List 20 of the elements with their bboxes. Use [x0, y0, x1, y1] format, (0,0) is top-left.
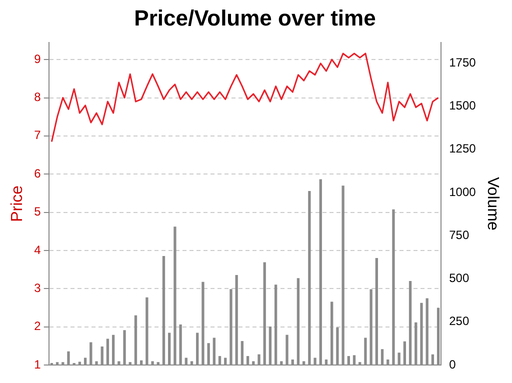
y-tick-label: 3 — [34, 280, 42, 295]
y-tick-label: 1 — [34, 357, 42, 372]
y-axis-title: Price — [9, 185, 26, 222]
y2-tick-label: 500 — [449, 271, 470, 286]
y2-tick-label: 250 — [449, 314, 470, 328]
y-tick-label: 5 — [34, 204, 42, 219]
y2-axis-title: Volume — [484, 177, 501, 230]
chart-title: Price/Volume over time — [134, 5, 376, 30]
y-tick-label: 2 — [34, 319, 42, 334]
y2-tick-label: 1250 — [449, 142, 476, 156]
y-tick-label: 8 — [34, 90, 42, 104]
y-tick-label: 4 — [34, 242, 42, 257]
y2-tick-label: 1750 — [449, 55, 476, 70]
y-tick-label: 9 — [34, 52, 42, 66]
y-tick-label: 6 — [34, 166, 42, 180]
y-tick-label: 7 — [34, 128, 42, 142]
y2-tick-label: 0 — [449, 357, 456, 372]
y2-tick-label: 1500 — [449, 98, 476, 113]
y2-tick-label: 750 — [449, 228, 470, 242]
y2-tick-label: 1000 — [449, 184, 476, 199]
